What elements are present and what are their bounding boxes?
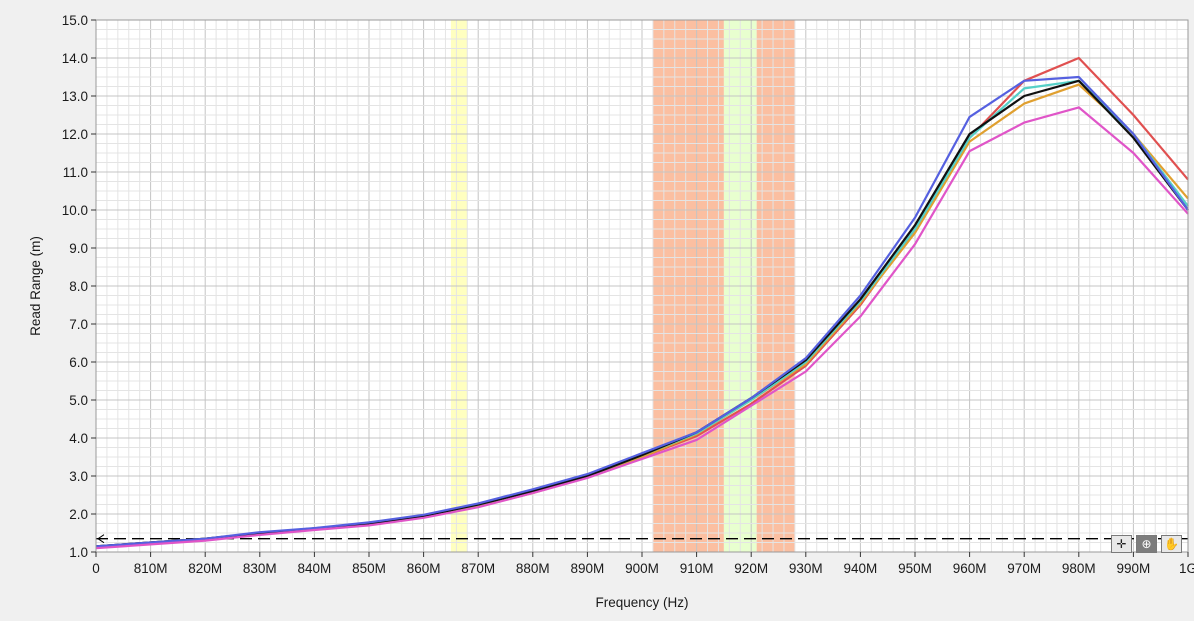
x-tick-label: 870M (461, 561, 495, 576)
hand-icon: ✋ (1164, 537, 1179, 551)
x-tick-label: 960M (953, 561, 987, 576)
zoom-icon: ⊕ (1141, 537, 1152, 551)
y-tick-label: 9.0 (69, 241, 88, 256)
series-line-4 (95, 75, 1189, 548)
y-tick-label: 1.0 (69, 545, 88, 560)
x-tick-label: 0 (92, 561, 100, 576)
x-tick-label: 910M (680, 561, 714, 576)
x-tick-label: 900M (625, 561, 659, 576)
y-tick-label: 13.0 (62, 89, 88, 104)
threshold-cursor-arrow[interactable] (97, 534, 105, 544)
x-tick-label: 980M (1062, 561, 1096, 576)
y-tick-label: 3.0 (69, 469, 88, 484)
x-tick-label: 930M (789, 561, 823, 576)
y-tick-label: 15.0 (62, 13, 88, 28)
x-tick-label: 840M (298, 561, 332, 576)
y-tick-label: 6.0 (69, 355, 88, 370)
y-tick-label: 8.0 (69, 279, 88, 294)
x-tick-label: 890M (571, 561, 605, 576)
y-tick-label: 10.0 (62, 203, 88, 218)
y-tick-label: 4.0 (69, 431, 88, 446)
crosshair-icon: ✛ (1116, 537, 1127, 551)
series-lines (95, 56, 1189, 550)
zoom-tool-button[interactable]: ⊕ (1136, 535, 1157, 553)
x-tick-label: 810M (134, 561, 168, 576)
x-tick-label: 880M (516, 561, 550, 576)
pan-tool-button[interactable]: ✋ (1161, 535, 1182, 553)
x-tick-label: 940M (844, 561, 878, 576)
y-tick-label: 12.0 (62, 127, 88, 142)
y-tick-label: 7.0 (69, 317, 88, 332)
x-axis-ticks: 0 810M 820M 830M 840M 850M 860M 870M 880M 890M 900… (92, 552, 1194, 576)
y-axis-label: Read Range (m) (28, 236, 43, 336)
y-tick-label: 11.0 (63, 165, 88, 180)
y-tick-label: 14.0 (62, 51, 88, 66)
x-tick-label: 820M (188, 561, 222, 576)
threshold-line (96, 534, 1188, 544)
y-axis-ticks: 1.0 2.0 3.0 4.0 5.0 6.0 7.0 8.0 9.0 10.0 11.0 12.0 1… (62, 13, 96, 560)
y-tick-label: 5.0 (69, 393, 88, 408)
x-tick-label: 990M (1117, 561, 1151, 576)
x-tick-label: 970M (1007, 561, 1041, 576)
y-tick-label: 2.0 (69, 507, 88, 522)
x-axis-label: Frequency (Hz) (595, 595, 688, 610)
x-tick-label: 850M (352, 561, 386, 576)
x-tick-label: 950M (898, 561, 932, 576)
x-tick-label: 1G (1179, 561, 1194, 576)
x-tick-label: 920M (734, 561, 768, 576)
grid-lines (95, 19, 1189, 553)
x-tick-label: 830M (243, 561, 277, 576)
x-tick-label: 860M (407, 561, 441, 576)
series-line-5 (95, 106, 1189, 550)
cursor-tool-button[interactable]: ✛ (1111, 535, 1132, 553)
